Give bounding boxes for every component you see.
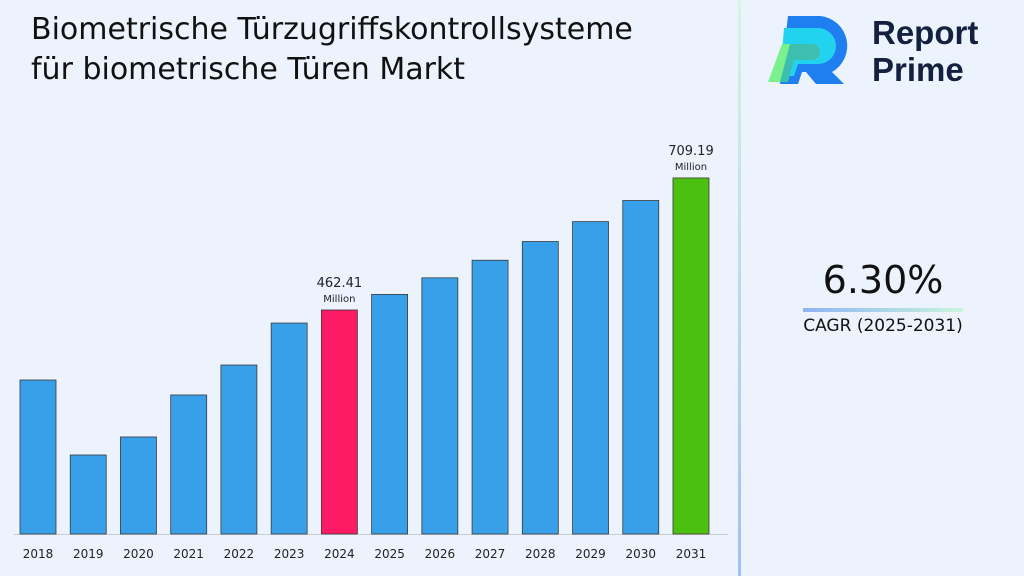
x-tick-label: 2025	[374, 547, 405, 561]
cagr-label: CAGR (2025-2031)	[803, 316, 963, 336]
x-tick-label: 2021	[173, 547, 204, 561]
brand-line-1: Report	[872, 14, 979, 51]
brand-line-2: Prime	[872, 51, 964, 88]
bar-2031	[672, 177, 710, 535]
x-tick-label: 2022	[224, 547, 255, 561]
x-tick-label: 2029	[575, 547, 606, 561]
bar-2027	[471, 259, 509, 535]
bar-2026	[421, 277, 459, 535]
bar-2029	[572, 221, 609, 535]
x-tick-label: 2030	[625, 547, 656, 561]
x-tick-label: 2023	[274, 547, 305, 561]
bar-2018	[19, 379, 57, 535]
divider	[738, 0, 741, 576]
x-tick-label: 2020	[123, 547, 154, 561]
x-tick-label: 2028	[525, 547, 556, 561]
x-tick-label: 2018	[23, 547, 54, 561]
x-tick-label: 2026	[425, 547, 456, 561]
data-label-unit: Million	[323, 294, 355, 305]
bar-2021	[170, 394, 208, 535]
x-tick-label: 2024	[324, 547, 355, 561]
bar-2019	[69, 454, 107, 535]
data-label-value: 709.19	[668, 144, 714, 159]
brand-name: Report Prime	[872, 14, 978, 88]
bar-2023	[270, 322, 308, 535]
data-label-unit: Million	[675, 162, 707, 173]
x-tick-label: 2019	[73, 547, 104, 561]
bar-2024	[320, 309, 358, 535]
bar-chart: 2018 2019 2020 2021 2022 2023 2024 462.41 Millio…	[14, 144, 728, 561]
chart-title: Biometrische Türzugriffskontrollsysteme …	[31, 12, 633, 87]
bar-2025	[371, 294, 409, 535]
bar-2030	[622, 200, 660, 535]
cagr-value: 6.30%	[822, 258, 944, 302]
x-tick-label: 2027	[475, 547, 506, 561]
cagr-underline	[803, 308, 963, 312]
report-prime-logo-icon	[768, 16, 848, 84]
bar-2022	[220, 364, 258, 535]
x-tick-label: 2031	[676, 547, 707, 561]
bar-2028	[521, 241, 559, 535]
bar-2020	[120, 436, 157, 535]
data-label-value: 462.41	[317, 276, 363, 291]
